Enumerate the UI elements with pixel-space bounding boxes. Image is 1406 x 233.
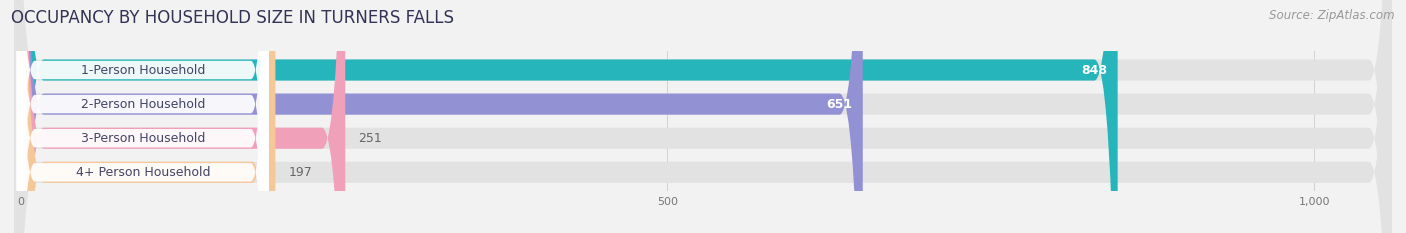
Text: OCCUPANCY BY HOUSEHOLD SIZE IN TURNERS FALLS: OCCUPANCY BY HOUSEHOLD SIZE IN TURNERS F… — [11, 9, 454, 27]
FancyBboxPatch shape — [14, 0, 1392, 233]
Text: 3-Person Household: 3-Person Household — [80, 132, 205, 145]
Text: 197: 197 — [288, 166, 312, 179]
Text: 4+ Person Household: 4+ Person Household — [76, 166, 209, 179]
FancyBboxPatch shape — [21, 0, 276, 233]
FancyBboxPatch shape — [17, 0, 269, 233]
FancyBboxPatch shape — [21, 0, 1118, 233]
Text: 2-Person Household: 2-Person Household — [80, 98, 205, 111]
FancyBboxPatch shape — [21, 0, 346, 233]
FancyBboxPatch shape — [21, 0, 863, 233]
Text: 651: 651 — [827, 98, 852, 111]
FancyBboxPatch shape — [14, 0, 1392, 233]
FancyBboxPatch shape — [17, 0, 269, 233]
FancyBboxPatch shape — [14, 0, 1392, 233]
FancyBboxPatch shape — [17, 0, 269, 233]
FancyBboxPatch shape — [14, 0, 1392, 233]
FancyBboxPatch shape — [17, 0, 269, 233]
Text: 848: 848 — [1081, 64, 1108, 76]
Text: Source: ZipAtlas.com: Source: ZipAtlas.com — [1270, 9, 1395, 22]
Text: 251: 251 — [359, 132, 382, 145]
Text: 1-Person Household: 1-Person Household — [80, 64, 205, 76]
